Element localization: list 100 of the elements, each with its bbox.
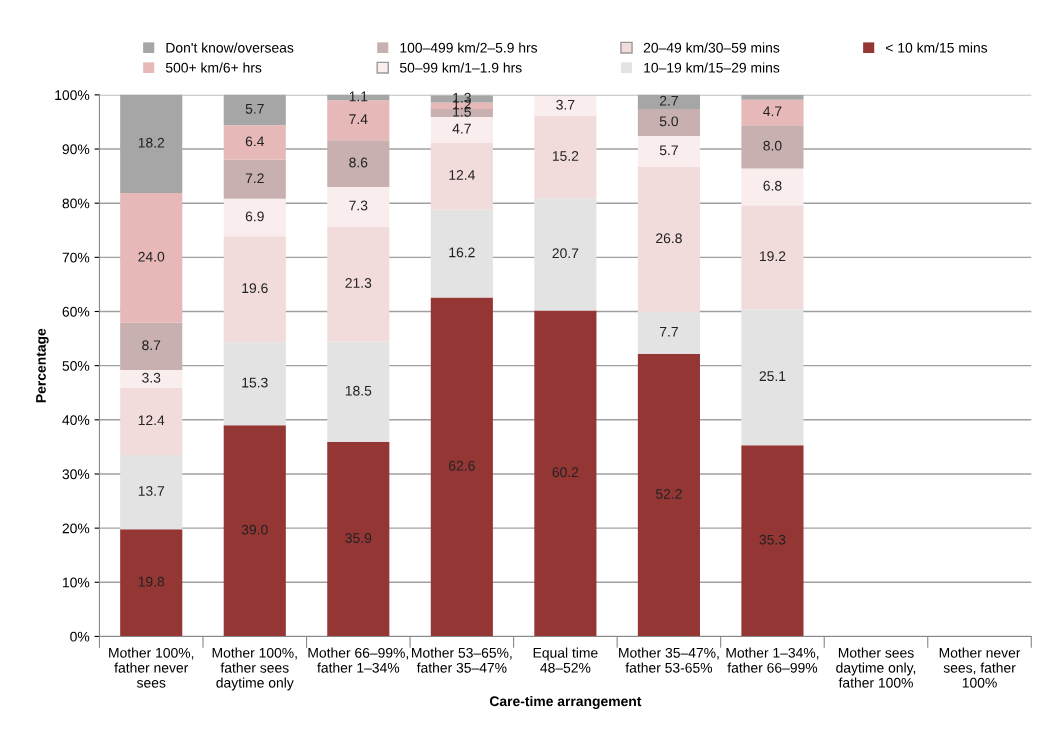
data-label: 60.2 bbox=[552, 467, 579, 478]
data-label: 18.2 bbox=[138, 137, 165, 148]
data-label: 5.0 bbox=[659, 116, 679, 127]
bar bbox=[741, 205, 804, 310]
data-label: 25.1 bbox=[759, 371, 786, 382]
x-tick-label: Mother 100%, father sees daytime only bbox=[212, 647, 297, 691]
data-label: 4.7 bbox=[763, 106, 782, 117]
data-label: 5.7 bbox=[659, 145, 678, 156]
data-label: 13.7 bbox=[138, 486, 165, 496]
bar bbox=[120, 529, 183, 637]
data-label: 20.7 bbox=[552, 248, 579, 259]
legend-label: 50–99 km/1–1.9 hrs bbox=[399, 62, 522, 73]
legend-label: 500+ km/6+ hrs bbox=[165, 62, 262, 73]
bar bbox=[120, 455, 183, 530]
data-label: 15.3 bbox=[242, 377, 268, 388]
legend-label: 10–19 km/15–29 mins bbox=[644, 62, 780, 73]
y-tick-label: 10% bbox=[63, 577, 90, 588]
bar bbox=[741, 99, 804, 126]
bar bbox=[223, 236, 286, 343]
data-label: 19.6 bbox=[242, 283, 268, 294]
bar bbox=[327, 100, 390, 141]
data-label: 7.3 bbox=[349, 200, 368, 211]
bar bbox=[637, 166, 700, 313]
y-axis-title: Percentage bbox=[36, 328, 49, 403]
bar bbox=[120, 369, 183, 388]
x-tick-label: Equal time 48–52% bbox=[533, 647, 598, 673]
bar bbox=[534, 198, 597, 311]
data-label: 7.2 bbox=[245, 173, 264, 183]
x-tick-label: Mother 66–99%, father 1–34% bbox=[308, 647, 409, 673]
y-tick-label: 40% bbox=[62, 415, 90, 425]
x-tick-label: Mother 53–65%, father 35–47% bbox=[412, 647, 512, 673]
y-tick-label: 80% bbox=[62, 198, 90, 209]
bar bbox=[534, 95, 597, 116]
data-label: 62.6 bbox=[449, 460, 475, 471]
data-label: 18.5 bbox=[345, 385, 372, 396]
data-label: 1.1 bbox=[349, 91, 368, 102]
data-label: 19.2 bbox=[760, 251, 786, 262]
bar bbox=[741, 125, 804, 169]
data-label: 8.7 bbox=[142, 340, 161, 351]
bar bbox=[430, 142, 493, 210]
data-label: 3.7 bbox=[556, 99, 575, 110]
data-label: 4.7 bbox=[452, 123, 471, 134]
data-label: 19.8 bbox=[138, 576, 165, 587]
bar bbox=[430, 108, 493, 118]
bar bbox=[741, 168, 804, 206]
data-label: 6.9 bbox=[245, 211, 264, 222]
bar bbox=[534, 115, 597, 199]
bar bbox=[430, 297, 493, 637]
x-tick-label: Mother 100%, father never sees bbox=[109, 647, 194, 688]
x-axis-title: Care-time arrangement bbox=[489, 695, 642, 709]
legend-label: < 10 km/15 mins bbox=[886, 42, 988, 53]
y-tick-label: 90% bbox=[62, 144, 90, 155]
y-tick-label: 60% bbox=[62, 306, 90, 317]
data-label: 24.0 bbox=[138, 251, 165, 262]
bar bbox=[223, 425, 286, 637]
bar bbox=[327, 442, 390, 637]
bar bbox=[223, 342, 286, 426]
data-label: 5.7 bbox=[245, 104, 264, 114]
data-label: 7.7 bbox=[659, 326, 678, 337]
bar bbox=[223, 198, 286, 237]
bar bbox=[327, 226, 390, 342]
data-label: 39.0 bbox=[241, 524, 268, 535]
x-tick-label: Mother 1–34%, father 66–99% bbox=[726, 647, 819, 673]
bar bbox=[637, 312, 700, 354]
data-label: 12.4 bbox=[138, 415, 165, 426]
bar bbox=[430, 209, 493, 298]
bar bbox=[327, 140, 390, 187]
y-tick-label: 30% bbox=[62, 469, 90, 480]
bar bbox=[741, 309, 804, 446]
data-label: 12.4 bbox=[449, 170, 475, 180]
bar bbox=[741, 445, 804, 637]
data-label: 6.4 bbox=[245, 136, 265, 147]
bar bbox=[120, 387, 183, 456]
x-tick-label: Mother never sees, father 100% bbox=[939, 647, 1021, 688]
y-tick-label: 0% bbox=[70, 631, 90, 642]
y-tick-label: 70% bbox=[62, 252, 90, 263]
bar bbox=[223, 125, 286, 160]
data-label: 6.8 bbox=[763, 180, 782, 191]
bar bbox=[534, 310, 597, 637]
data-label: 35.9 bbox=[345, 533, 372, 543]
data-label: 3.3 bbox=[142, 372, 161, 383]
bar bbox=[223, 159, 286, 199]
data-label: 2.7 bbox=[659, 95, 678, 106]
data-label: 35.3 bbox=[759, 534, 786, 545]
data-label: 8.6 bbox=[349, 157, 368, 168]
bar bbox=[120, 192, 183, 323]
data-label: 26.8 bbox=[656, 233, 682, 244]
y-tick-label: 20% bbox=[62, 523, 90, 534]
legend-label: 20–49 km/30–59 mins bbox=[643, 42, 780, 53]
x-tick-label: Mother sees daytime only, father 100% bbox=[836, 647, 916, 688]
data-label: 7.4 bbox=[349, 114, 368, 124]
bar bbox=[327, 341, 390, 443]
y-tick-label: 100% bbox=[55, 90, 90, 101]
data-label: 15.2 bbox=[552, 151, 579, 161]
bar bbox=[120, 322, 183, 370]
data-label: 8.0 bbox=[763, 140, 782, 151]
bar bbox=[430, 117, 493, 143]
legend-label: 100–499 km/2–5.9 hrs bbox=[400, 42, 538, 53]
data-label: 52.2 bbox=[655, 488, 682, 499]
legend-label: Don't know/overseas bbox=[166, 42, 294, 53]
